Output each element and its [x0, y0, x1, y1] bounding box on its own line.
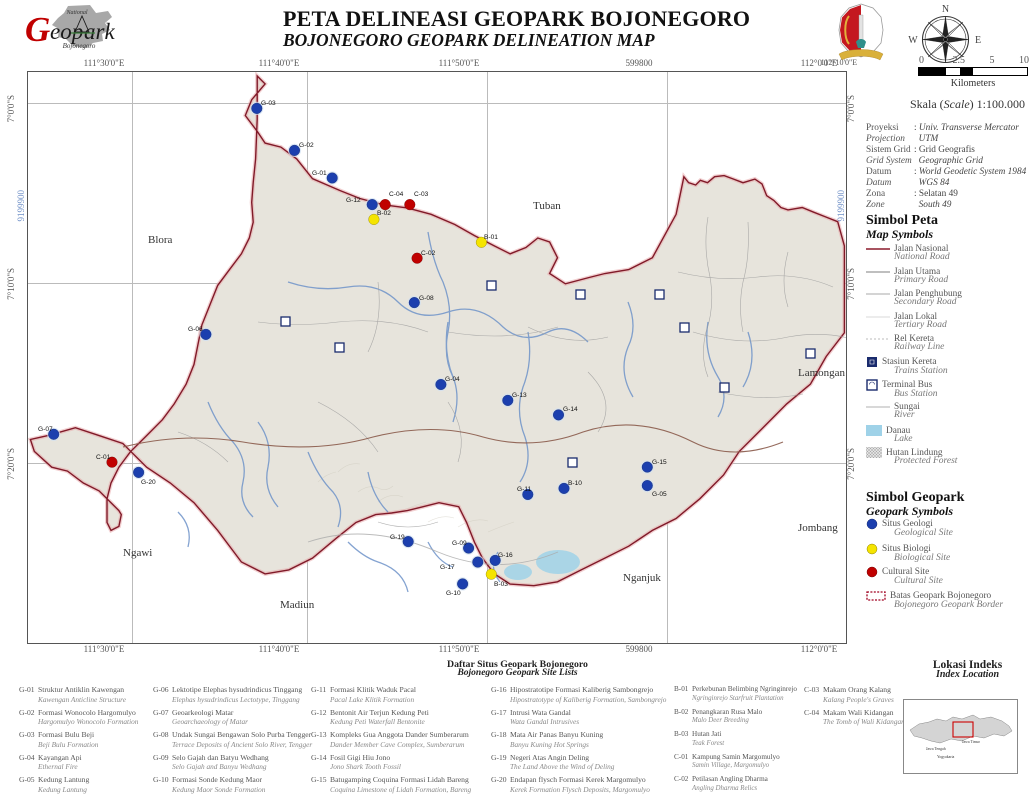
svg-text:C-03: C-03 [414, 191, 429, 198]
svg-text:G-06: G-06 [188, 326, 203, 333]
svg-text:G-17: G-17 [440, 564, 455, 571]
svg-text:G-01: G-01 [312, 170, 327, 177]
svg-text:G-05: G-05 [652, 491, 667, 498]
svg-text:B-10: B-10 [568, 480, 582, 487]
svg-text:E: E [975, 35, 981, 46]
svg-text:National: National [65, 10, 87, 16]
svg-text:G-09: G-09 [452, 540, 467, 547]
svg-text:G-15: G-15 [652, 459, 667, 466]
svg-text:G-08: G-08 [419, 295, 434, 302]
svg-text:Yogyakarta: Yogyakarta [937, 755, 955, 759]
svg-text:C-02: C-02 [421, 250, 436, 257]
svg-text:B-02: B-02 [377, 210, 391, 217]
svg-text:G-03: G-03 [261, 100, 276, 107]
svg-text:G: G [25, 10, 50, 49]
svg-text:G-02: G-02 [299, 142, 314, 149]
svg-text:G-11: G-11 [517, 486, 532, 493]
svg-text:G-20: G-20 [141, 479, 156, 486]
svg-text:B-03: B-03 [494, 581, 508, 588]
svg-text:Jawa Timur: Jawa Timur [962, 740, 981, 744]
svg-text:G-16: G-16 [498, 552, 513, 559]
svg-text:Bojonegoro: Bojonegoro [63, 42, 96, 50]
svg-text:N: N [942, 4, 949, 15]
svg-text:eop: eop [50, 19, 83, 44]
svg-text:G-19: G-19 [390, 534, 405, 541]
svg-text:C-04: C-04 [389, 191, 404, 198]
svg-text:G-12: G-12 [346, 197, 361, 204]
svg-text:G-07: G-07 [38, 426, 53, 433]
svg-text:G-13: G-13 [512, 392, 527, 399]
svg-text:B-01: B-01 [484, 234, 498, 241]
svg-text:G-04: G-04 [445, 376, 460, 383]
svg-text:G-10: G-10 [446, 590, 461, 597]
svg-text:W: W [908, 35, 918, 46]
svg-text:G-14: G-14 [563, 406, 578, 413]
svg-text:Jawa Tengah: Jawa Tengah [926, 747, 946, 751]
svg-text:C-01: C-01 [96, 454, 111, 461]
